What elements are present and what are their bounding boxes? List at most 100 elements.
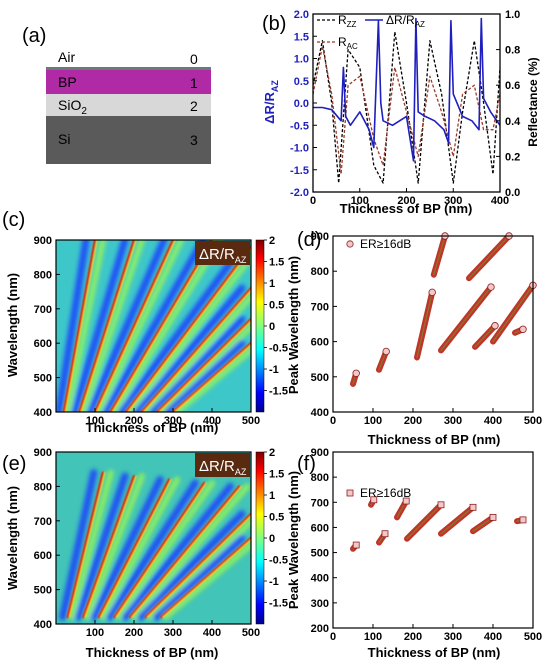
panel-b-xticks: 0 100 200 300 400 — [310, 188, 509, 207]
panel-c-ylabel: Wavelength (nm) — [5, 273, 20, 377]
y-tick-label: 900 — [34, 447, 52, 459]
panel-f-plot-area — [350, 496, 527, 552]
data-segment-core — [433, 235, 446, 276]
panel-b-xlabel: Thickness of BP (nm) — [340, 201, 473, 216]
panel-a-label: (a) — [22, 25, 46, 47]
branch-core — [140, 286, 251, 412]
y-tick-label: 500 — [311, 548, 329, 560]
series-line-rzz — [313, 31, 500, 184]
y-tick-label: 700 — [34, 516, 52, 528]
panel-e-frame — [55, 451, 252, 625]
y-tick-label: 0.0 — [505, 187, 520, 199]
y-tick-label: 200 — [311, 623, 329, 635]
y-tick-label: 900 — [311, 231, 329, 243]
y-tick-label: 600 — [34, 338, 52, 350]
y-tick-label: 400 — [34, 619, 52, 631]
data-segment-core — [474, 325, 496, 348]
branch-core — [156, 317, 251, 412]
x-tick-label: 0 — [330, 631, 336, 643]
panel-b-legend: RZZ ΔR/RAZ RAC — [317, 13, 425, 51]
y-tick-label: 1.5 — [294, 31, 309, 43]
panel-e: (e) ΔR/RAZ 100 200 300 400 500 400 500 600 700 8… — [2, 447, 288, 660]
layer-air-name: Air — [58, 49, 75, 65]
x-tick-label: 500 — [242, 627, 260, 639]
panel-b-plot-area — [313, 17, 500, 184]
layer-bp-name: BP — [58, 74, 77, 90]
branch-halo — [158, 322, 251, 412]
y-tick-label: 1.0 — [505, 9, 520, 21]
x-tick-label: 100 — [364, 415, 382, 427]
branch-edge — [162, 539, 251, 618]
branch-core — [97, 478, 171, 619]
layer-bp-index: 1 — [190, 75, 198, 91]
branch-halo — [96, 240, 184, 412]
branch-halo — [111, 240, 223, 412]
branch-trough — [56, 240, 90, 412]
data-point-end — [370, 496, 378, 504]
panel-c-badge — [195, 241, 250, 265]
panel-f: (f) ER≥16dB 0 100 200 300 400 500 200 300 400 50… — [286, 447, 542, 660]
x-tick-label: 200 — [404, 415, 422, 427]
panel-d-xticks: 0 100 200 300 400 500 — [330, 408, 542, 427]
x-tick-label: 500 — [524, 415, 542, 427]
branch-core — [128, 485, 241, 619]
panel-c-badge-text: ΔR/RAZ — [199, 246, 247, 265]
x-tick-label: 500 — [524, 631, 542, 643]
branch-core — [93, 240, 175, 412]
x-tick-label: 200 — [125, 415, 143, 427]
branch-edge — [174, 344, 251, 412]
branch-trough — [90, 476, 164, 621]
panel-b-ylabel-left: ΔR/RAZ — [262, 80, 280, 124]
branch-core — [78, 240, 136, 412]
data-segment-core — [416, 291, 433, 359]
branch-core — [124, 245, 251, 412]
y-tick-label: -2.0 — [290, 187, 309, 199]
layer-air-index: 0 — [190, 51, 198, 67]
panel-f-xlabel: Thickness of BP (nm) — [368, 645, 501, 660]
data-point-end — [489, 513, 497, 521]
panel-c-frame — [55, 239, 252, 413]
x-tick-label: 0 — [310, 195, 316, 207]
branch-edge — [111, 240, 215, 412]
y-tick-label: 2.0 — [294, 9, 309, 21]
x-tick-label: 300 — [164, 627, 182, 639]
panel-c-heatmap — [56, 240, 251, 412]
branch-halo — [115, 479, 216, 621]
panel-c-branches — [56, 240, 251, 412]
branch-trough — [152, 534, 246, 621]
panel-c-yticks: 400 500 600 700 800 900 — [34, 235, 60, 419]
series-line-rac — [313, 45, 500, 175]
colorbar-tick-label: 1 — [269, 490, 275, 502]
panel-e-label: (e) — [2, 453, 26, 475]
x-tick-label: 300 — [164, 415, 182, 427]
y-tick-label: 600 — [34, 550, 52, 562]
panel-c: (c) ΔR/RAZ 100 200 300 400 500 400 500 600 700 8… — [2, 209, 288, 435]
colorbar-tick-label: -1 — [269, 576, 279, 588]
branch-trough — [121, 482, 234, 621]
y-tick-label: 400 — [34, 407, 52, 419]
branch-halo — [99, 476, 181, 621]
branch-halo — [146, 517, 251, 621]
branch-halo — [142, 292, 251, 412]
panel-b-yticks-right: 0.0 0.2 0.4 0.6 0.8 1.0 — [496, 9, 521, 199]
data-point-end — [352, 369, 360, 377]
data-segment-core — [406, 504, 442, 540]
x-tick-label: 400 — [203, 627, 221, 639]
x-tick-label: 300 — [444, 195, 462, 207]
colorbar-tick-label: 0.5 — [269, 300, 284, 312]
panel-e-heatmap — [56, 452, 251, 624]
branch-edge — [100, 478, 172, 618]
panel-f-xticks: 0 100 200 300 400 500 — [330, 624, 542, 643]
branch-core — [113, 481, 206, 619]
x-tick-label: 200 — [125, 627, 143, 639]
panel-d: (d) ER≥16dB 0 100 200 300 400 500 400 500 600 70… — [286, 229, 542, 447]
panel-b-yticks-left: -2.0 -1.5 -1.0 -0.5 0.0 0.5 1.0 1.5 2.0 — [290, 9, 317, 199]
layer-si — [46, 116, 211, 164]
branch-halo — [162, 540, 251, 621]
series-line-rraz — [313, 17, 500, 162]
y-tick-label: 800 — [311, 472, 329, 484]
colorbar-tick-label: 1 — [269, 278, 275, 290]
branch-edge — [80, 240, 137, 412]
branch-edge — [84, 475, 137, 618]
x-tick-label: 300 — [444, 415, 462, 427]
